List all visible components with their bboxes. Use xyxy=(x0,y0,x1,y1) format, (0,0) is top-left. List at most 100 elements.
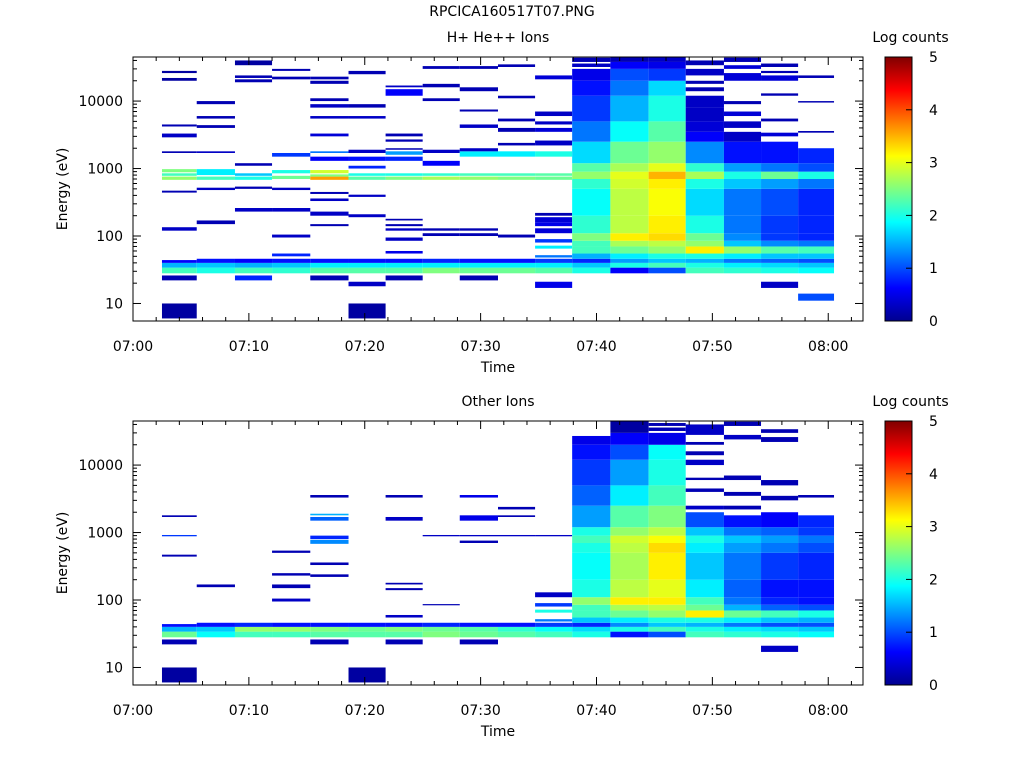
heatmap-cell xyxy=(723,626,762,632)
heatmap-cell xyxy=(761,604,799,611)
colorbar-tick-label: 1 xyxy=(929,261,938,277)
heatmap-cell xyxy=(798,515,835,528)
heatmap-cell xyxy=(685,121,724,132)
heatmap-cell xyxy=(610,240,649,247)
x-axis-label: Time xyxy=(480,360,515,376)
heatmap-cell xyxy=(572,552,611,580)
heatmap-cell xyxy=(348,631,386,638)
heatmap-cell xyxy=(685,233,724,241)
panel-title: Other Ions xyxy=(461,394,534,410)
heatmap-cell xyxy=(422,604,460,606)
heatmap-cell xyxy=(610,121,649,142)
heatmap-cell xyxy=(161,667,197,683)
heatmap-cell xyxy=(761,233,799,241)
heatmap-cell xyxy=(761,597,799,605)
heatmap-cell xyxy=(610,505,649,528)
heatmap-cell xyxy=(348,165,386,169)
heatmap-cell xyxy=(685,512,724,528)
x-axis-label: Time xyxy=(480,724,515,740)
heatmap-cell xyxy=(798,233,835,241)
heatmap-cell xyxy=(648,57,686,62)
heatmap-cell xyxy=(161,267,197,274)
heatmap-cell xyxy=(459,66,498,69)
heatmap-cell xyxy=(798,626,835,632)
heatmap-cell xyxy=(685,626,724,632)
heatmap-cell xyxy=(798,215,835,234)
heatmap-cell xyxy=(798,535,835,543)
heatmap-cell xyxy=(385,228,423,231)
heatmap-cell xyxy=(310,495,349,498)
heatmap-cell xyxy=(572,262,611,268)
heatmap-cell xyxy=(161,624,197,627)
heatmap-cell xyxy=(272,208,311,212)
heatmap-cell xyxy=(272,267,311,274)
heatmap-cell xyxy=(761,610,799,618)
heatmap-cell xyxy=(348,104,386,108)
heatmap-cell xyxy=(798,246,835,254)
heatmap-cell xyxy=(798,527,835,536)
heatmap-cell xyxy=(459,262,498,268)
heatmap-cell xyxy=(685,622,724,627)
heatmap-cell xyxy=(161,124,197,127)
heatmap-cell xyxy=(161,631,197,638)
heatmap-cell xyxy=(723,253,762,259)
heatmap-cell xyxy=(348,194,386,197)
heatmap-cell xyxy=(422,149,460,153)
heatmap-cell xyxy=(761,495,799,501)
heatmap-cell xyxy=(572,63,611,67)
heatmap-cell xyxy=(196,101,235,105)
heatmap-cell xyxy=(422,173,460,176)
heatmap-cell xyxy=(234,176,273,180)
heatmap-cell xyxy=(498,118,536,122)
colorbar-tick-label: 2 xyxy=(929,572,938,588)
colorbar-tick-label: 4 xyxy=(929,103,938,119)
heatmap-cell xyxy=(196,262,235,268)
heatmap-cell xyxy=(385,631,423,638)
heatmap-cell xyxy=(648,427,686,431)
heatmap-cell xyxy=(648,95,686,122)
heatmap-cell xyxy=(385,262,423,268)
heatmap-cell xyxy=(459,495,498,498)
heatmap-cell xyxy=(385,516,423,521)
heatmap-cell xyxy=(572,68,611,81)
heatmap-cell xyxy=(761,178,799,189)
heatmap-cell xyxy=(648,171,686,179)
heatmap-cell xyxy=(535,603,573,607)
heatmap-cell xyxy=(798,258,835,263)
heatmap-cell xyxy=(272,152,311,157)
heatmap-cell xyxy=(610,57,649,62)
heatmap-cell xyxy=(196,187,235,191)
heatmap-cell xyxy=(723,631,762,638)
heatmap-cell xyxy=(498,151,536,157)
heatmap-cell xyxy=(385,614,423,618)
heatmap-cell xyxy=(385,218,423,221)
heatmap-cell xyxy=(161,190,197,193)
heatmap-cell xyxy=(723,178,762,189)
heatmap-cell xyxy=(348,667,386,683)
heatmap-cell xyxy=(422,83,460,88)
heatmap-cell xyxy=(648,505,686,528)
heatmap-cell xyxy=(685,60,724,66)
heatmap-cell xyxy=(385,275,423,281)
figure-title: RPCICA160517T07.PNG xyxy=(429,4,595,20)
heatmap-cell xyxy=(385,148,423,150)
heatmap-cell xyxy=(459,124,498,128)
heatmap-cell xyxy=(535,222,573,227)
heatmap-cell xyxy=(761,631,799,638)
heatmap-cell xyxy=(648,80,686,96)
heatmap-cell xyxy=(723,535,762,543)
heatmap-cell xyxy=(723,262,762,268)
heatmap-cell xyxy=(572,626,611,632)
heatmap-cell xyxy=(723,527,762,536)
heatmap-cell xyxy=(272,253,311,257)
heatmap-cell xyxy=(535,255,573,258)
heatmap-cell xyxy=(685,441,724,445)
heatmap-cell xyxy=(610,622,649,627)
heatmap-cell xyxy=(498,258,536,263)
heatmap-cell xyxy=(723,215,762,234)
heatmap-cell xyxy=(310,539,349,544)
heatmap-cell xyxy=(348,70,386,75)
heatmap-cell xyxy=(610,267,649,274)
colorbar xyxy=(884,56,913,322)
y-tick-label: 10000 xyxy=(78,458,123,474)
